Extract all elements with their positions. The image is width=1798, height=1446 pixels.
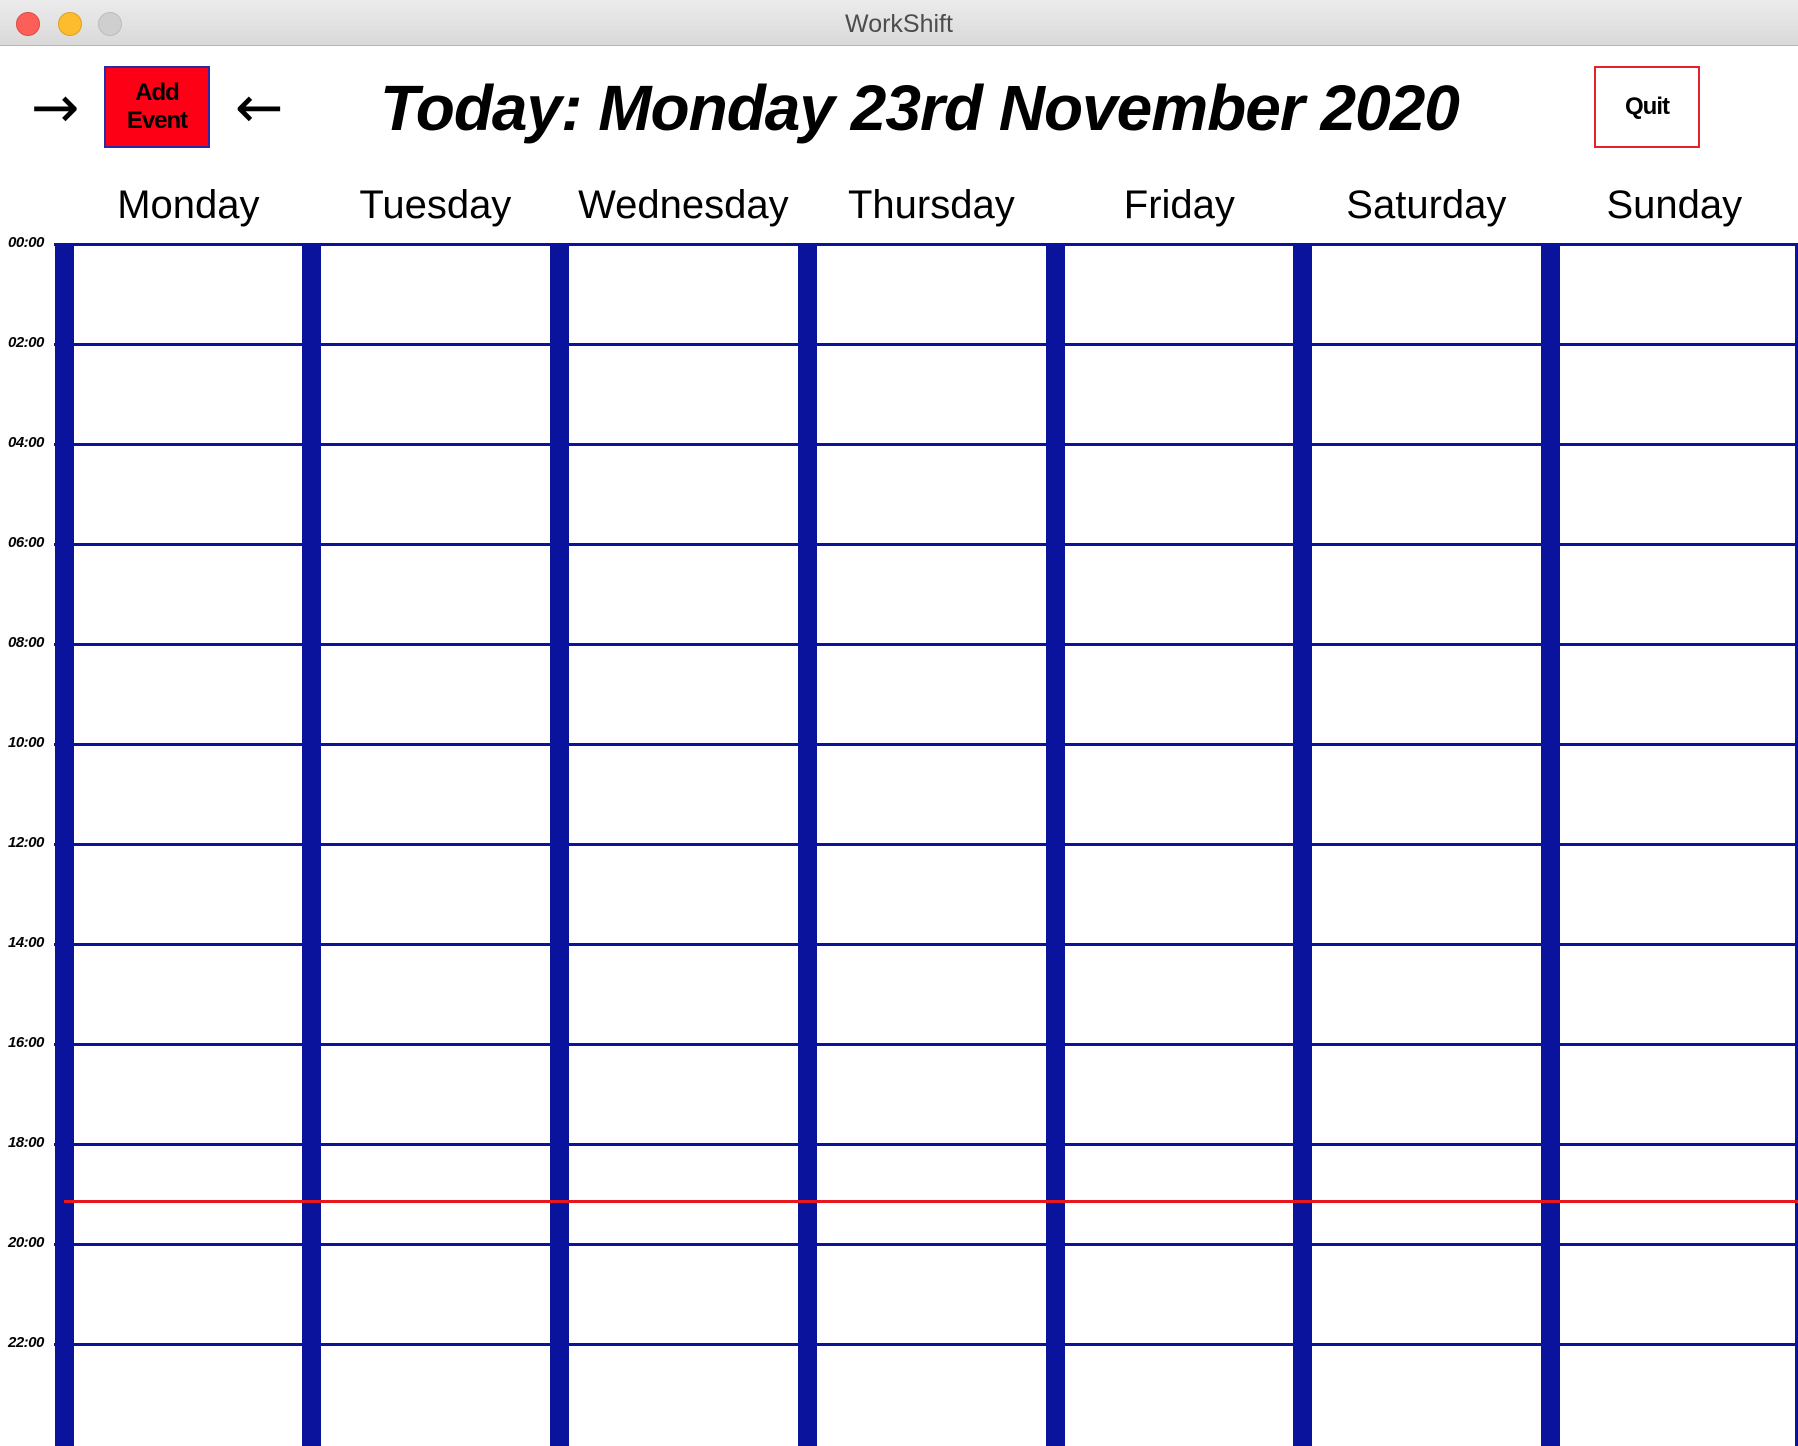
hour-gridline bbox=[54, 1043, 1798, 1046]
day-header-friday: Friday bbox=[1123, 183, 1235, 227]
add-event-button[interactable]: Add Event bbox=[104, 66, 210, 148]
day-header-sunday: Sunday bbox=[1606, 183, 1743, 227]
day-column-divider bbox=[302, 244, 321, 1446]
hour-gridline bbox=[54, 243, 1798, 246]
day-column-divider bbox=[550, 244, 569, 1446]
hour-gridline bbox=[54, 543, 1798, 546]
hour-label: 08:00 bbox=[8, 634, 44, 651]
hour-gridline bbox=[54, 1343, 1798, 1346]
hour-label: 22:00 bbox=[8, 1334, 44, 1351]
day-column-divider bbox=[1046, 244, 1065, 1446]
hour-gridline bbox=[54, 943, 1798, 946]
day-column-divider bbox=[1541, 244, 1560, 1446]
hour-gridline bbox=[54, 843, 1798, 846]
day-column-divider bbox=[1293, 244, 1312, 1446]
day-column-divider bbox=[55, 244, 74, 1446]
hour-label: 10:00 bbox=[8, 734, 44, 751]
hour-gridline bbox=[54, 743, 1798, 746]
title-bar: WorkShift bbox=[0, 0, 1798, 46]
day-header-saturday: Saturday bbox=[1346, 183, 1507, 227]
hour-gridline bbox=[54, 1243, 1798, 1246]
hour-label: 16:00 bbox=[8, 1034, 44, 1051]
previous-week-arrow-icon[interactable]: ← bbox=[234, 73, 284, 141]
current-time-indicator bbox=[64, 1200, 1798, 1203]
hour-gridline bbox=[54, 1143, 1798, 1146]
day-column-divider bbox=[798, 244, 817, 1446]
hour-label: 12:00 bbox=[8, 834, 44, 851]
hour-label: 20:00 bbox=[8, 1234, 44, 1251]
hour-gridline bbox=[54, 643, 1798, 646]
add-event-label-line2: Event bbox=[126, 107, 188, 134]
hour-label: 04:00 bbox=[8, 434, 44, 451]
hour-label: 02:00 bbox=[8, 334, 44, 351]
maximize-window-button[interactable] bbox=[98, 12, 122, 36]
hour-label: 14:00 bbox=[8, 934, 44, 951]
close-window-button[interactable] bbox=[16, 12, 40, 36]
hour-label: 18:00 bbox=[8, 1134, 44, 1151]
hour-gridline bbox=[54, 443, 1798, 446]
add-event-label-line1: Add bbox=[135, 79, 180, 106]
minimize-window-button[interactable] bbox=[58, 12, 82, 36]
day-header-wednesday: Wednesday bbox=[578, 183, 789, 227]
today-title: Today: Monday 23rd November 2020 bbox=[380, 72, 1460, 144]
day-header-monday: Monday bbox=[117, 183, 260, 227]
next-week-arrow-icon[interactable]: → bbox=[30, 73, 80, 141]
hour-label: 06:00 bbox=[8, 534, 44, 551]
window-title: WorkShift bbox=[845, 10, 953, 38]
day-header-thursday: Thursday bbox=[847, 183, 1015, 227]
grid-right-edge bbox=[1795, 244, 1798, 1446]
hour-label: 00:00 bbox=[8, 234, 44, 251]
hour-gridline bbox=[54, 343, 1798, 346]
quit-button[interactable]: Quit bbox=[1594, 66, 1700, 148]
day-header-tuesday: Tuesday bbox=[359, 183, 512, 227]
